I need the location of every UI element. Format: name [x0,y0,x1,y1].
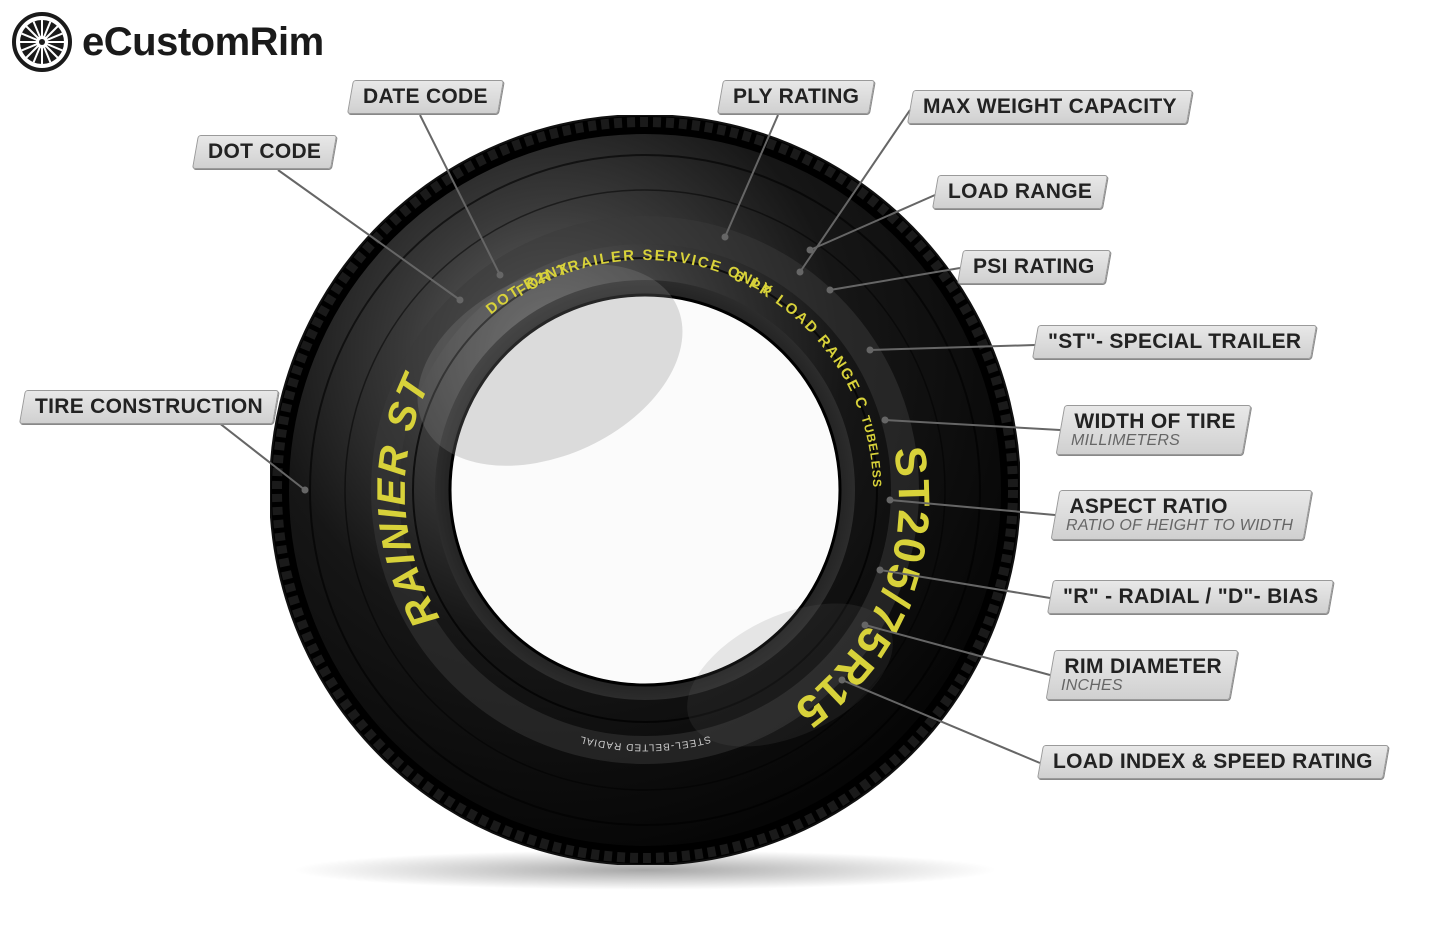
tire-illustration: FOR TRAILER SERVICE ONLY 6 PR LOAD RANGE… [270,115,1020,865]
annotation-title: "ST"- SPECIAL TRAILER [1048,330,1301,354]
annotation-st-special: "ST"- SPECIAL TRAILER [1032,325,1317,359]
annotation-radial-bias: "R" - RADIAL / "D"- BIAS [1047,580,1334,614]
annotation-title: TIRE CONSTRUCTION [35,395,263,419]
annotation-tire-construction: TIRE CONSTRUCTION [19,390,279,424]
annotation-load-index: LOAD INDEX & SPEED RATING [1037,745,1389,779]
annotation-title: PSI RATING [973,255,1095,279]
annotation-subtitle: RATIO OF HEIGHT TO WIDTH [1066,517,1293,535]
annotation-title: ASPECT RATIO [1069,495,1296,519]
annotation-title: LOAD INDEX & SPEED RATING [1053,750,1373,774]
annotation-date-code: DATE CODE [347,80,504,114]
annotation-subtitle: MILLIMETERS [1071,432,1232,450]
annotation-title: MAX WEIGHT CAPACITY [923,95,1177,119]
annotation-title: WIDTH OF TIRE [1074,410,1235,434]
brand-name: eCustomRim [82,20,324,65]
annotation-aspect: ASPECT RATIORATIO OF HEIGHT TO WIDTH [1051,490,1313,540]
annotation-title: DOT CODE [208,140,321,164]
wheel-logo-icon [12,12,72,72]
brand-logo: eCustomRim [12,12,324,72]
annotation-max-weight: MAX WEIGHT CAPACITY [907,90,1193,124]
annotation-title: DATE CODE [363,85,488,109]
annotation-title: PLY RATING [733,85,859,109]
annotation-load-range: LOAD RANGE [932,175,1108,209]
annotation-ply-rating: PLY RATING [717,80,875,114]
annotation-title: LOAD RANGE [948,180,1092,204]
annotation-title: "R" - RADIAL / "D"- BIAS [1063,585,1318,609]
annotation-subtitle: INCHES [1061,677,1219,695]
annotation-rim-dia: RIM DIAMETERINCHES [1046,650,1238,700]
annotation-psi-rating: PSI RATING [957,250,1111,284]
annotation-title: RIM DIAMETER [1064,655,1222,679]
annotation-dot-code: DOT CODE [192,135,337,169]
annotation-width: WIDTH OF TIREMILLIMETERS [1056,405,1252,455]
